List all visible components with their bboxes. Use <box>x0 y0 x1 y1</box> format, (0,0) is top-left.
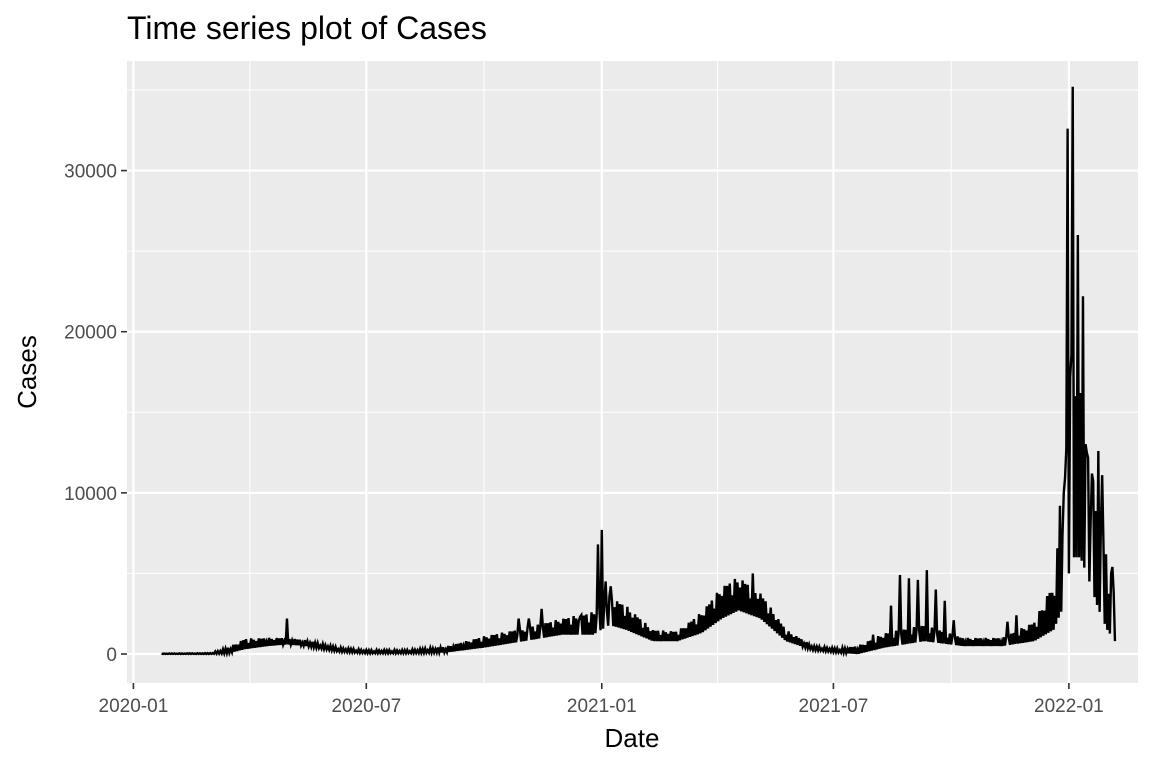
cases-line <box>161 86 1117 659</box>
chart-title: Time series plot of Cases <box>127 10 487 46</box>
cases-series <box>161 86 1117 659</box>
y-tick-label: 10000 <box>64 484 117 505</box>
y-tick-label: 30000 <box>64 162 117 183</box>
axes: 0 10000 20000 30000 2020-01 2020-07 2021-01 202… <box>64 162 1104 717</box>
x-tick-label: 2022-01 <box>1034 696 1104 717</box>
plot-panel <box>127 61 1138 683</box>
y-tick-label: 0 <box>106 645 117 666</box>
x-tick-label: 2021-01 <box>567 696 637 717</box>
x-axis-title: Date <box>605 723 660 753</box>
x-tick-label: 2020-01 <box>99 696 169 717</box>
y-tick-label: 20000 <box>64 323 117 344</box>
y-axis-title: Cases <box>12 335 42 409</box>
x-tick-label: 2020-07 <box>331 696 401 717</box>
x-tick-label: 2021-07 <box>799 696 869 717</box>
